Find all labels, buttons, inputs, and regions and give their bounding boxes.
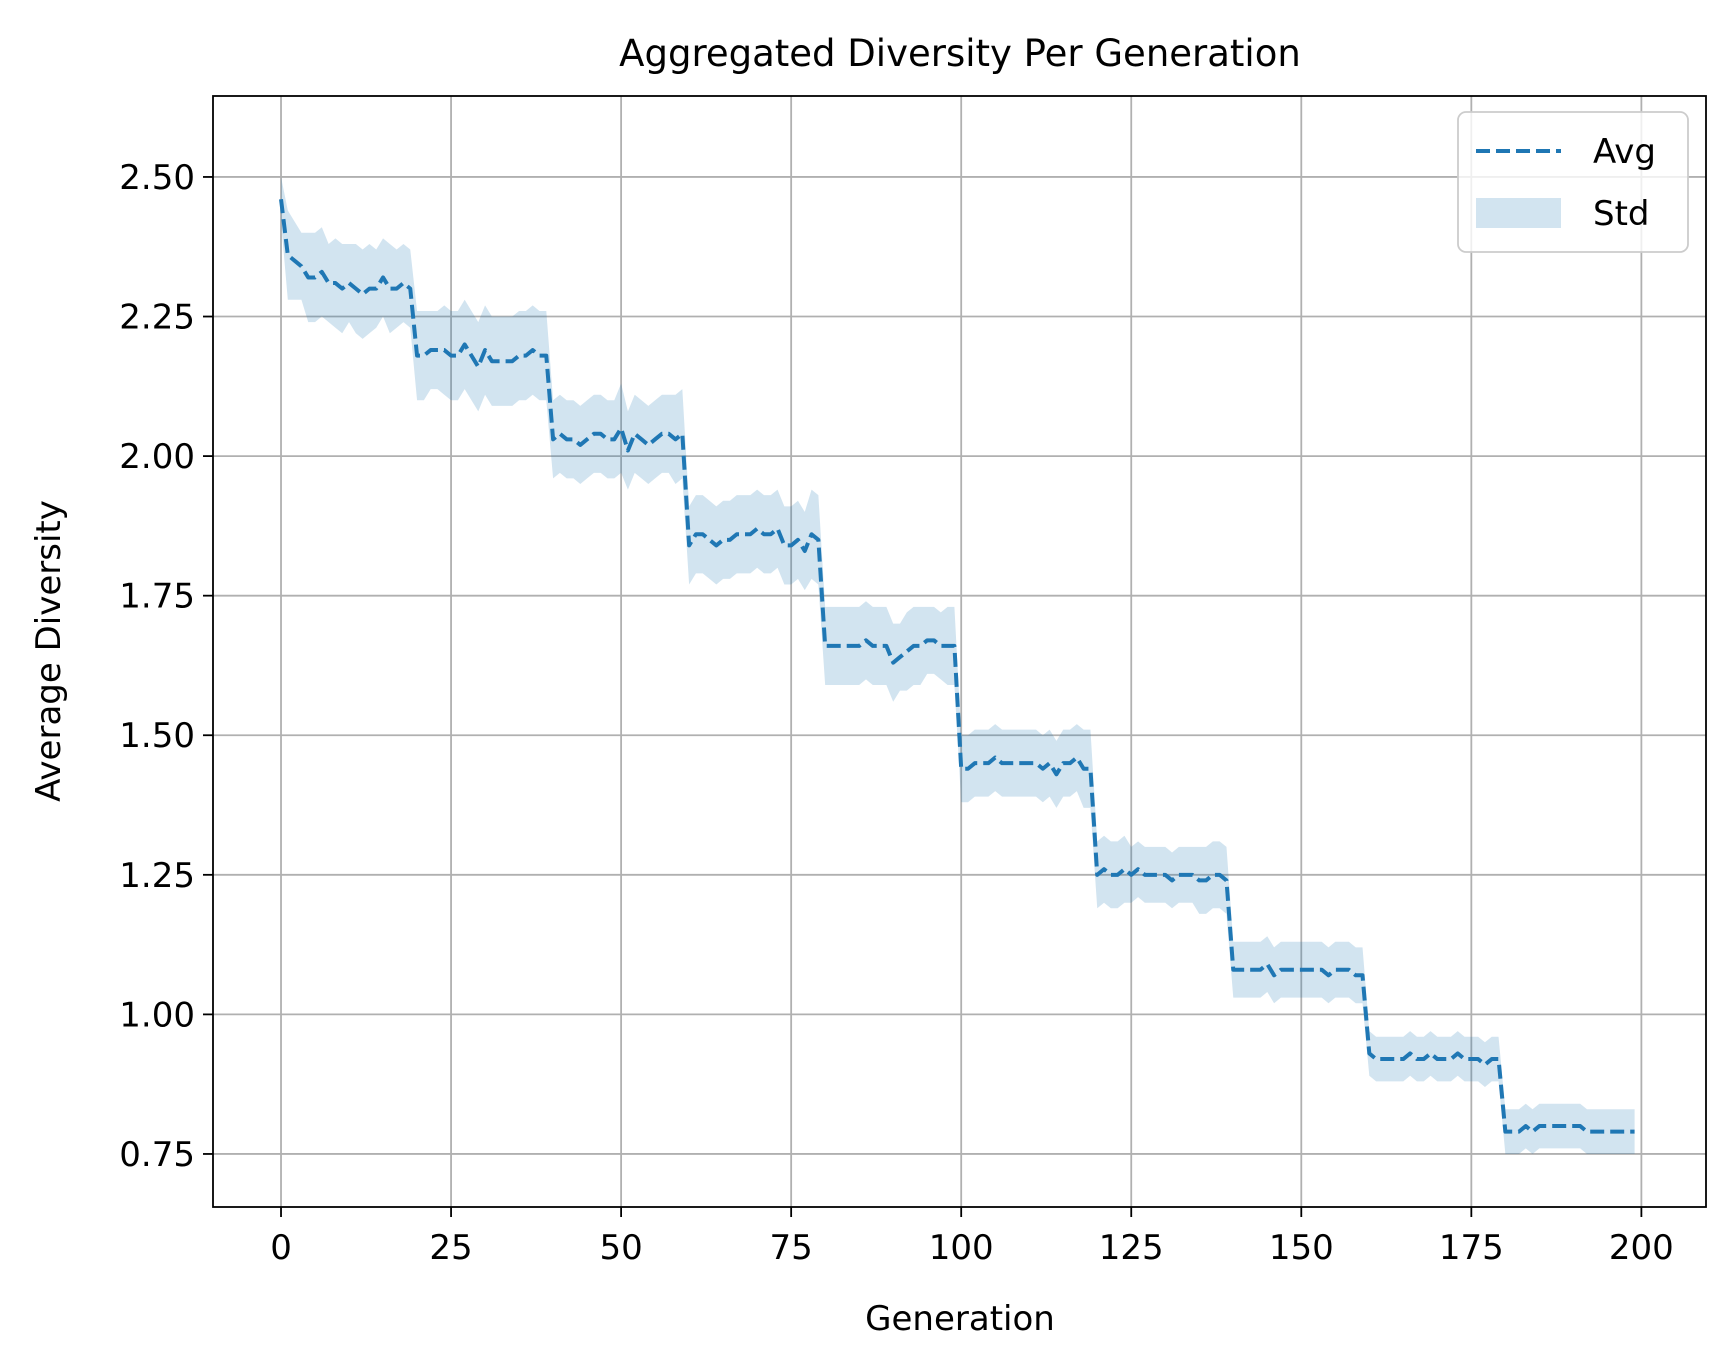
- y-tick-label: 1.00: [119, 995, 195, 1035]
- legend-box: [1457, 111, 1689, 253]
- y-tick-label: 1.25: [119, 856, 195, 896]
- chart-title: Aggregated Diversity Per Generation: [619, 32, 1301, 75]
- x-axis-ticks: 0 25 50 75 100 125 150 175 200: [270, 1207, 1674, 1268]
- y-tick-label: 2.50: [119, 158, 195, 198]
- x-axis-label: Generation: [865, 1299, 1055, 1339]
- y-tick-label: 1.50: [119, 716, 195, 756]
- avg-line-layer: [279, 199, 1635, 1134]
- x-tick-label: 50: [599, 1228, 642, 1268]
- std-band-layer: [281, 176, 1635, 1154]
- legend-std-label: Std: [1593, 194, 1650, 234]
- x-tick-label: 25: [429, 1228, 472, 1268]
- legend: Avg Std: [1457, 111, 1689, 253]
- grid: [213, 96, 1706, 1207]
- avg-line: [279, 199, 1635, 1134]
- x-tick-label: 200: [1609, 1228, 1674, 1268]
- y-axis-ticks: 0.75 1.00 1.25 1.50 1.75 2.00 2.25 2.50: [119, 158, 213, 1175]
- x-tick-label: 150: [1269, 1228, 1334, 1268]
- y-tick-label: 1.75: [119, 577, 195, 617]
- std-band: [281, 176, 1635, 1154]
- y-tick-label: 2.25: [119, 298, 195, 338]
- x-tick-label: 125: [1099, 1228, 1164, 1268]
- x-tick-label: 100: [929, 1228, 994, 1268]
- x-tick-label: 175: [1439, 1228, 1504, 1268]
- y-axis-label: Average Diversity: [29, 500, 69, 802]
- y-tick-label: 0.75: [119, 1135, 195, 1175]
- legend-std-swatch: [1476, 198, 1561, 228]
- x-tick-label: 75: [770, 1228, 813, 1268]
- legend-avg-label: Avg: [1593, 132, 1656, 172]
- x-tick-label: 0: [270, 1228, 292, 1268]
- y-tick-label: 2.00: [119, 437, 195, 477]
- plot-area-frame: [212, 95, 1707, 1208]
